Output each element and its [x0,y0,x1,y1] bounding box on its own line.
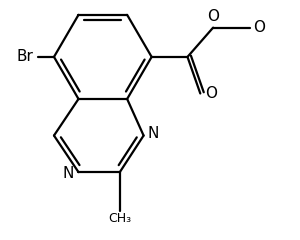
Text: N: N [148,126,159,141]
Text: O: O [205,86,217,101]
Text: CH₃: CH₃ [108,212,131,225]
Text: Br: Br [17,49,34,64]
Text: O: O [253,20,265,35]
Text: N: N [63,167,74,181]
Text: O: O [207,9,219,24]
